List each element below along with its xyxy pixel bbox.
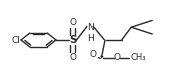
Text: CH₃: CH₃ [130, 53, 146, 62]
Text: H: H [87, 34, 93, 43]
Text: O: O [69, 18, 76, 27]
Text: S: S [69, 35, 76, 45]
Text: O: O [114, 53, 121, 62]
Text: N: N [87, 23, 93, 32]
Text: Cl: Cl [11, 36, 20, 44]
Text: O: O [69, 53, 76, 62]
Text: O: O [89, 50, 96, 59]
